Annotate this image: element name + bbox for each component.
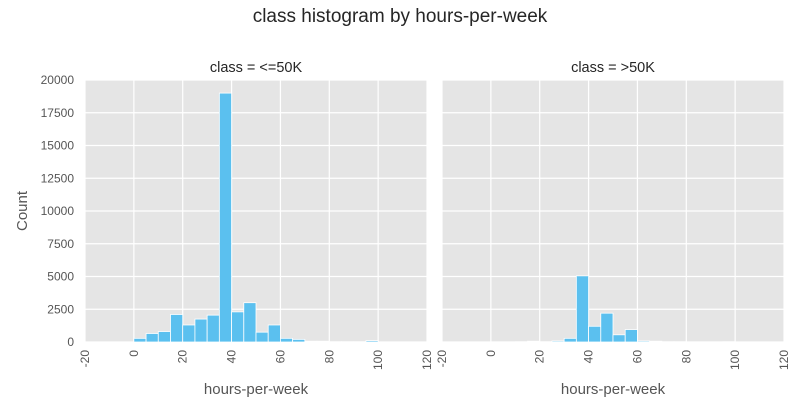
- chart-title: class histogram by hours-per-week: [253, 6, 548, 27]
- histogram-bar: [194, 318, 208, 343]
- x-tick-label: 60: [273, 350, 287, 364]
- y-tick-label: 0: [67, 335, 74, 349]
- histogram-bar: [551, 340, 565, 343]
- y-tick-label: 5000: [47, 270, 74, 284]
- histogram-bar: [267, 324, 281, 343]
- histogram-bar: [588, 325, 602, 343]
- histogram-bar: [316, 340, 330, 343]
- y-tick-label: 2500: [47, 302, 74, 316]
- histogram-bar: [280, 337, 294, 343]
- bars-left: [133, 92, 379, 343]
- x-tick-label: 100: [371, 350, 385, 370]
- x-tick-label: 0: [127, 350, 141, 357]
- histogram-bar: [133, 337, 147, 343]
- panel-title-right: class = >50K: [571, 60, 655, 76]
- histogram-bar: [304, 340, 318, 343]
- y-tick-label: 17500: [41, 106, 75, 120]
- x-tick-label: 20: [533, 350, 547, 364]
- bars-right: [490, 275, 736, 343]
- x-tick-label: -20: [435, 350, 449, 368]
- histogram-bar: [527, 340, 541, 343]
- x-tick-label: 80: [322, 350, 336, 364]
- histogram-bar: [365, 340, 379, 343]
- y-tick-label: 7500: [47, 237, 74, 251]
- histogram-bar: [182, 324, 196, 343]
- y-tick-label: 12500: [41, 171, 75, 185]
- y-tick-label: 20000: [41, 73, 75, 87]
- y-axis-label: Count: [14, 190, 31, 231]
- x-tick-label: 0: [484, 350, 498, 357]
- histogram-bar: [206, 314, 220, 343]
- histogram-bar: [145, 333, 159, 343]
- y-tick-label: 15000: [41, 139, 75, 153]
- x-tick-label: 40: [225, 350, 239, 364]
- histogram-bar: [231, 311, 245, 343]
- histogram-bar: [243, 302, 257, 343]
- x-tick-label: 60: [630, 350, 644, 364]
- x-tick-label: 120: [420, 350, 434, 370]
- histogram-bar: [575, 275, 589, 343]
- x-tick-label: -20: [78, 350, 92, 368]
- y-ticks-left: 0 2500 5000 7500 10000 12500 15000 17500 20000: [41, 73, 75, 349]
- x-ticks-right: -20 0 20 40 60 80 100 120: [435, 350, 791, 370]
- histogram-bar: [612, 334, 626, 343]
- x-tick-label: 20: [176, 350, 190, 364]
- histogram-bar: [218, 92, 232, 343]
- histogram-bar: [563, 337, 577, 343]
- histogram-bar: [170, 314, 184, 343]
- y-tick-label: 10000: [41, 204, 75, 218]
- grid-right: [441, 79, 785, 343]
- histogram-bar: [157, 331, 171, 343]
- x-ticks-left: -20 0 20 40 60 80 100 120: [78, 350, 434, 370]
- x-tick-label: 120: [777, 350, 791, 370]
- x-tick-label: 100: [728, 350, 742, 370]
- panel-title-left: class = <=50K: [210, 60, 303, 76]
- x-tick-label: 40: [582, 350, 596, 364]
- panel-left: class = <=50K -20 0 20 40 60 80 100 120 0 2500 50…: [41, 60, 434, 398]
- panel-right: class = >50K -20 0 20 40 60 80 100 120 hours-pe…: [435, 60, 791, 398]
- x-axis-label-right: hours-per-week: [561, 381, 666, 398]
- histogram-bar: [624, 329, 638, 343]
- histogram-bar: [255, 331, 269, 343]
- histogram-bar: [600, 312, 614, 343]
- histogram-bar: [637, 340, 651, 343]
- histogram-bar: [649, 340, 663, 343]
- x-tick-label: 80: [679, 350, 693, 364]
- histogram-bar: [292, 338, 306, 343]
- x-axis-label-left: hours-per-week: [204, 381, 309, 398]
